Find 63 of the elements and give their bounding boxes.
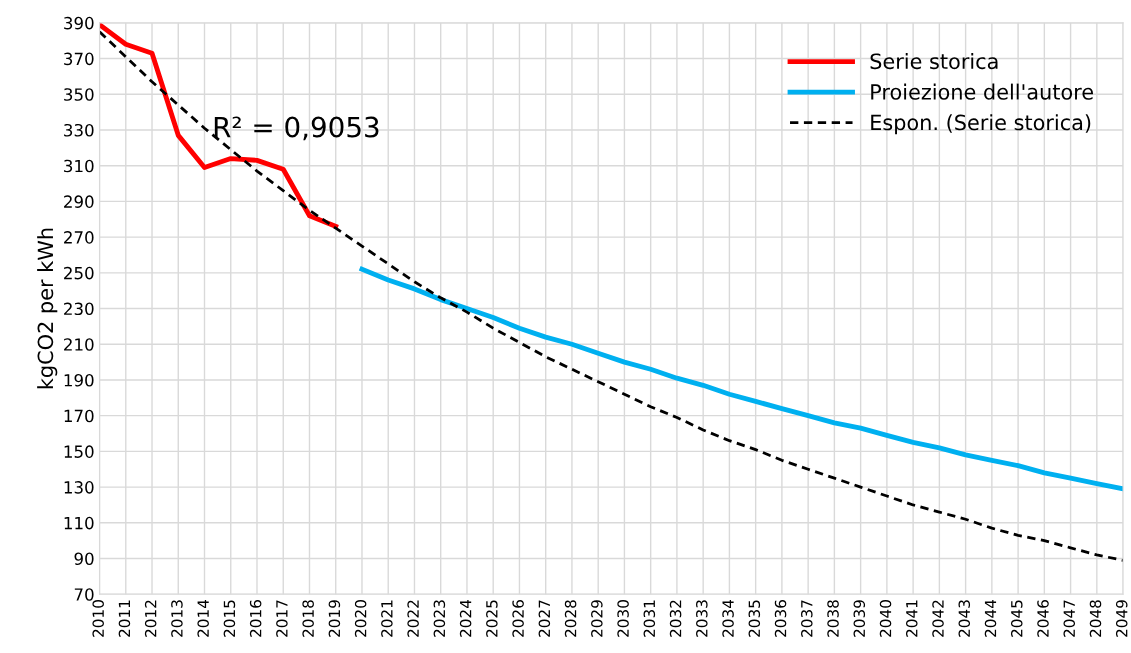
x-tick-label: 2033 bbox=[696, 600, 708, 637]
x-tick-label: 2037 bbox=[801, 600, 813, 637]
x-tick-label: 2028 bbox=[564, 600, 577, 637]
x-tick-label: 2043 bbox=[958, 600, 971, 637]
y-tick-label: 90 bbox=[74, 552, 94, 566]
x-tick-label: 2041 bbox=[906, 600, 918, 637]
y-tick-label: 290 bbox=[64, 195, 94, 208]
x-tick-label: 2029 bbox=[591, 600, 603, 637]
x-tick-label: 2025 bbox=[486, 600, 498, 637]
x-tick-label: 2038 bbox=[827, 600, 839, 637]
x-tick-label: 2012 bbox=[144, 600, 157, 637]
x-tick-label: 2017 bbox=[276, 600, 288, 637]
x-tick-label: 2044 bbox=[984, 599, 997, 637]
x-tick-label: 2047 bbox=[1063, 600, 1076, 637]
y-tick-label: 130 bbox=[64, 481, 94, 494]
x-tick-label: 2023 bbox=[433, 600, 446, 637]
y-tick-label: 390 bbox=[64, 16, 94, 30]
legend-label: Serie storica bbox=[870, 53, 998, 70]
x-tick-label: 2040 bbox=[879, 600, 892, 637]
x-tick-label: 2045 bbox=[1010, 600, 1023, 637]
x-tick-label: 2021 bbox=[381, 600, 393, 637]
x-tick-label: 2024 bbox=[459, 599, 472, 637]
y-tick-label: 230 bbox=[64, 302, 94, 316]
y-tick-label: 190 bbox=[64, 373, 94, 387]
x-tick-label: 2019 bbox=[328, 600, 341, 637]
x-tick-label: 2026 bbox=[512, 600, 524, 637]
x-tick-label: 2016 bbox=[249, 600, 262, 637]
x-tick-label: 2049 bbox=[1115, 600, 1128, 637]
x-tick-label: 2032 bbox=[669, 600, 682, 637]
x-tick-label: 2020 bbox=[354, 600, 367, 637]
x-tick-label: 2048 bbox=[1089, 600, 1102, 637]
y-tick-label: 170 bbox=[64, 409, 94, 423]
x-tick-label: 2031 bbox=[643, 600, 656, 637]
x-tick-label: 2034 bbox=[722, 599, 734, 637]
x-tick-label: 2011 bbox=[118, 600, 131, 637]
annotation: R² = 0,9053 bbox=[214, 116, 379, 141]
y-tick-label: 370 bbox=[64, 52, 94, 66]
y-tick-label: 110 bbox=[64, 516, 94, 530]
x-tick-label: 2014 bbox=[197, 599, 209, 637]
x-tick-label: 2046 bbox=[1037, 600, 1049, 637]
x-tick-label: 2010 bbox=[92, 600, 104, 637]
x-tick-label: 2042 bbox=[932, 600, 944, 637]
y-tick-label: 350 bbox=[64, 88, 94, 101]
legend-label: Proiezione dell'autore bbox=[871, 83, 1093, 100]
y-axis-title: kgCO2 per kWh bbox=[37, 228, 58, 389]
line-series bbox=[359, 266, 1124, 492]
y-tick-label: 330 bbox=[64, 123, 94, 137]
x-tick-label: 2018 bbox=[302, 600, 314, 637]
x-tick-label: 2015 bbox=[223, 600, 236, 637]
x-tick-label: 2030 bbox=[617, 600, 629, 637]
y-tick-label: 270 bbox=[64, 231, 94, 244]
y-tick-label: 210 bbox=[64, 338, 94, 351]
x-tick-label: 2013 bbox=[171, 600, 183, 637]
y-tick-label: 70 bbox=[74, 588, 94, 601]
legend-label: Espon. (Serie storica) bbox=[871, 114, 1091, 135]
y-tick-label: 150 bbox=[64, 445, 94, 458]
x-tick-label: 2036 bbox=[774, 600, 787, 637]
x-tick-label: 2027 bbox=[538, 600, 551, 637]
y-tick-label: 250 bbox=[64, 266, 94, 280]
x-tick-label: 2039 bbox=[853, 600, 866, 637]
x-tick-label: 2022 bbox=[407, 600, 419, 637]
y-tick-label: 310 bbox=[64, 159, 94, 173]
x-tick-label: 2035 bbox=[748, 600, 761, 637]
